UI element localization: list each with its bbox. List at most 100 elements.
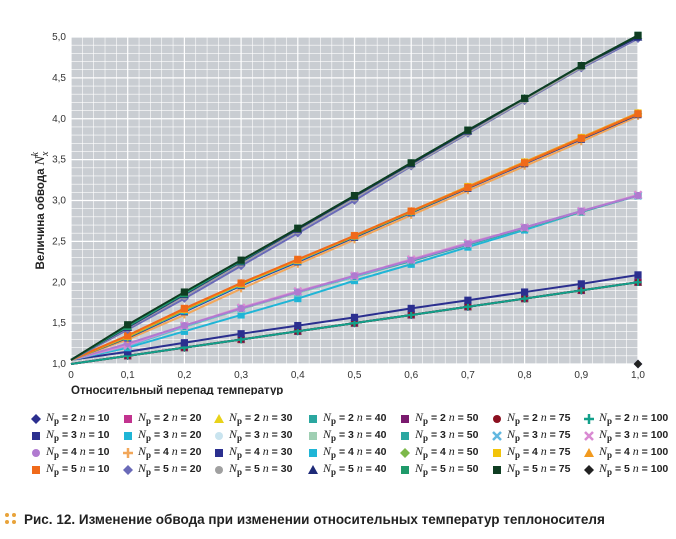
legend-N: N: [138, 410, 147, 425]
caption-dots-icon: [5, 513, 16, 524]
data-point: [464, 126, 472, 134]
legend-N: N: [599, 410, 608, 425]
legend-marker-icon: [309, 431, 317, 440]
legend-label: Np = 5 n = 40: [323, 461, 386, 477]
data-point: [577, 207, 585, 215]
legend-n: n: [540, 444, 547, 459]
legend-label: Np = 2 n = 20: [138, 410, 201, 426]
legend-marker-icon: [309, 414, 317, 423]
legend-n: n: [540, 427, 547, 442]
legend-label: Np = 5 n = 50: [415, 461, 478, 477]
legend-np-value: = 5: [612, 463, 633, 476]
y-axis-title-sup: k: [30, 152, 41, 157]
legend-item: Np = 4 n = 10: [30, 444, 109, 461]
data-point: [464, 303, 472, 311]
legend-N: N: [507, 444, 516, 459]
legend-N: N: [323, 461, 332, 476]
legend-np-value: = 5: [242, 463, 263, 476]
data-point: [237, 279, 245, 287]
legend-item: Np = 3 n = 100: [583, 427, 668, 444]
legend-marker-icon: [493, 448, 501, 457]
legend-marker-shape: [401, 431, 409, 440]
legend-marker-icon: [493, 465, 501, 474]
legend-p: p: [515, 416, 521, 427]
data-point: [464, 183, 472, 192]
legend-label: Np = 2 n = 10: [46, 410, 109, 426]
legend-marker-icon: [31, 413, 41, 424]
legend-item: Np = 2 n = 75: [491, 410, 571, 427]
x-tick-label: 1,0: [631, 370, 645, 381]
legend-N: N: [507, 427, 516, 442]
legend-marker-icon: [215, 448, 223, 457]
legend-marker-shape: [584, 464, 594, 475]
legend-marker-icon: [215, 431, 223, 440]
legend-N: N: [229, 444, 238, 459]
legend-marker-shape: [309, 448, 317, 457]
legend-n: n: [356, 410, 363, 425]
legend-marker-shape: [493, 414, 501, 423]
legend-np-value: = 3: [242, 429, 263, 442]
legend-N: N: [229, 461, 238, 476]
y-tick-label: 1,5: [52, 318, 66, 329]
legend-marker-icon: [32, 431, 40, 440]
legend-p: p: [423, 450, 429, 461]
legend-np-value: = 2: [59, 412, 80, 425]
legend-marker-shape: [215, 448, 223, 457]
legend-p: p: [423, 416, 429, 427]
legend-label: Np = 3 n = 40: [323, 427, 386, 443]
legend-n: n: [171, 410, 178, 425]
legend-p: p: [331, 467, 337, 478]
legend-n-value: = 75: [546, 412, 571, 425]
legend-n-value: = 50: [454, 463, 479, 476]
legend-n: n: [262, 461, 269, 476]
legend-marker-shape: [309, 414, 317, 423]
legend-n: n: [448, 444, 455, 459]
legend-label: Np = 5 n = 30: [229, 461, 292, 477]
legend-p: p: [607, 416, 613, 427]
legend-n: n: [632, 427, 639, 442]
legend-n-value: = 50: [454, 429, 479, 442]
legend-item: Np = 3 n = 10: [30, 427, 109, 444]
data-point: [577, 280, 585, 288]
legend-np-value: = 5: [428, 463, 449, 476]
data-point: [407, 311, 415, 319]
legend-label: Np = 3 n = 10: [46, 427, 109, 443]
legend-item: Np = 5 n = 10: [30, 461, 110, 478]
legend-label: Np = 3 n = 20: [138, 427, 201, 443]
legend-marker-shape: [401, 465, 409, 474]
legend-n-value: = 50: [454, 446, 479, 459]
legend-n: n: [262, 427, 269, 442]
legend-p: p: [331, 433, 337, 444]
legend-p: p: [423, 433, 429, 444]
data-point: [124, 348, 132, 356]
legend-np-value: = 2: [520, 412, 541, 425]
legend-label: Np = 5 n = 20: [138, 461, 201, 477]
legend-item: Np = 4 n = 30: [213, 444, 292, 461]
legend-label: Np = 4 n = 50: [415, 444, 478, 460]
data-point: [407, 159, 415, 167]
legend-marker-shape: [493, 448, 501, 457]
legend-n-value: = 10: [85, 429, 110, 442]
legend-marker-shape: [123, 447, 133, 458]
x-tick-label: 0,3: [234, 370, 248, 381]
data-point: [577, 134, 585, 142]
legend-item: Np = 2 n = 100: [583, 410, 668, 427]
legend-N: N: [415, 444, 424, 459]
legend-item: Np = 2 n = 50: [399, 410, 478, 427]
legend-n-value: = 20: [177, 412, 202, 425]
legend-p: p: [237, 450, 243, 461]
legend-marker-icon: [493, 414, 501, 423]
legend-n-value: = 40: [362, 446, 387, 459]
legend-N: N: [138, 444, 147, 459]
legend-marker-shape: [309, 431, 317, 440]
legend-np-value: = 4: [612, 446, 633, 459]
legend-marker-icon: [401, 465, 409, 474]
legend-n-value: = 10: [85, 463, 110, 476]
legend-p: p: [54, 450, 60, 461]
y-axis-title-text: Величина обвода: [35, 165, 47, 269]
data-point: [521, 288, 529, 296]
legend-item: Np = 5 n = 100: [583, 461, 668, 478]
y-tick-label: 4,0: [52, 114, 66, 125]
x-tick-label: 0: [68, 370, 74, 381]
legend-N: N: [46, 410, 55, 425]
